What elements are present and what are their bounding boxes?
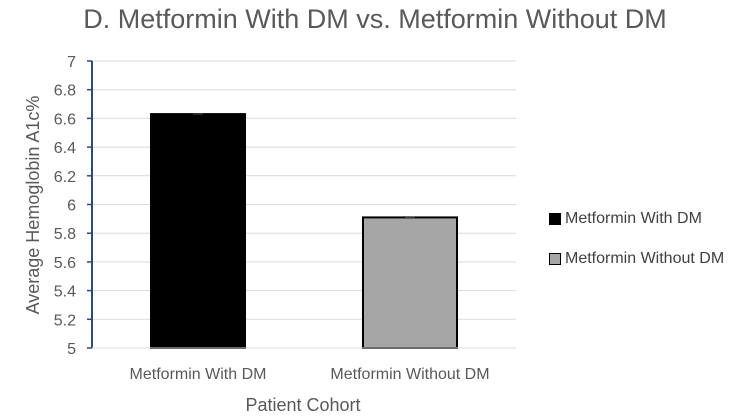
legend-swatch-without-dm xyxy=(549,253,561,265)
y-tick-label: 5.4 xyxy=(54,284,76,301)
x-tick-label: Metformin Without DM xyxy=(330,366,489,383)
y-tick-label: 6.8 xyxy=(54,83,76,100)
bar-without-dm xyxy=(363,217,457,348)
legend-swatch-with-dm xyxy=(549,213,561,225)
legend-label-with-dm: Metformin With DM xyxy=(565,210,702,228)
legend-label-without-dm: Metformin Without DM xyxy=(565,250,724,268)
y-tick-label: 7 xyxy=(67,54,76,71)
bars xyxy=(151,114,457,348)
legend: Metformin With DM Metformin Without DM xyxy=(549,206,724,286)
bar-with-dm xyxy=(151,114,245,348)
y-tick-label: 6.2 xyxy=(54,169,76,186)
y-tick-label: 5.2 xyxy=(54,312,76,329)
y-tick-label: 6.4 xyxy=(54,140,76,157)
y-tick-label: 6.6 xyxy=(54,111,76,128)
x-axis-title: Patient Cohort xyxy=(245,395,360,415)
y-tick-label: 5.8 xyxy=(54,226,76,243)
legend-item-without-dm: Metformin Without DM xyxy=(549,246,724,272)
y-tick-label: 5 xyxy=(67,341,76,358)
legend-item-with-dm: Metformin With DM xyxy=(549,206,724,232)
y-tick-label: 5.6 xyxy=(54,255,76,272)
y-tick-label: 6 xyxy=(67,198,76,215)
x-tick-label: Metformin With DM xyxy=(130,366,267,383)
y-axis-title: Average Hemoglobin A1c% xyxy=(23,96,43,315)
